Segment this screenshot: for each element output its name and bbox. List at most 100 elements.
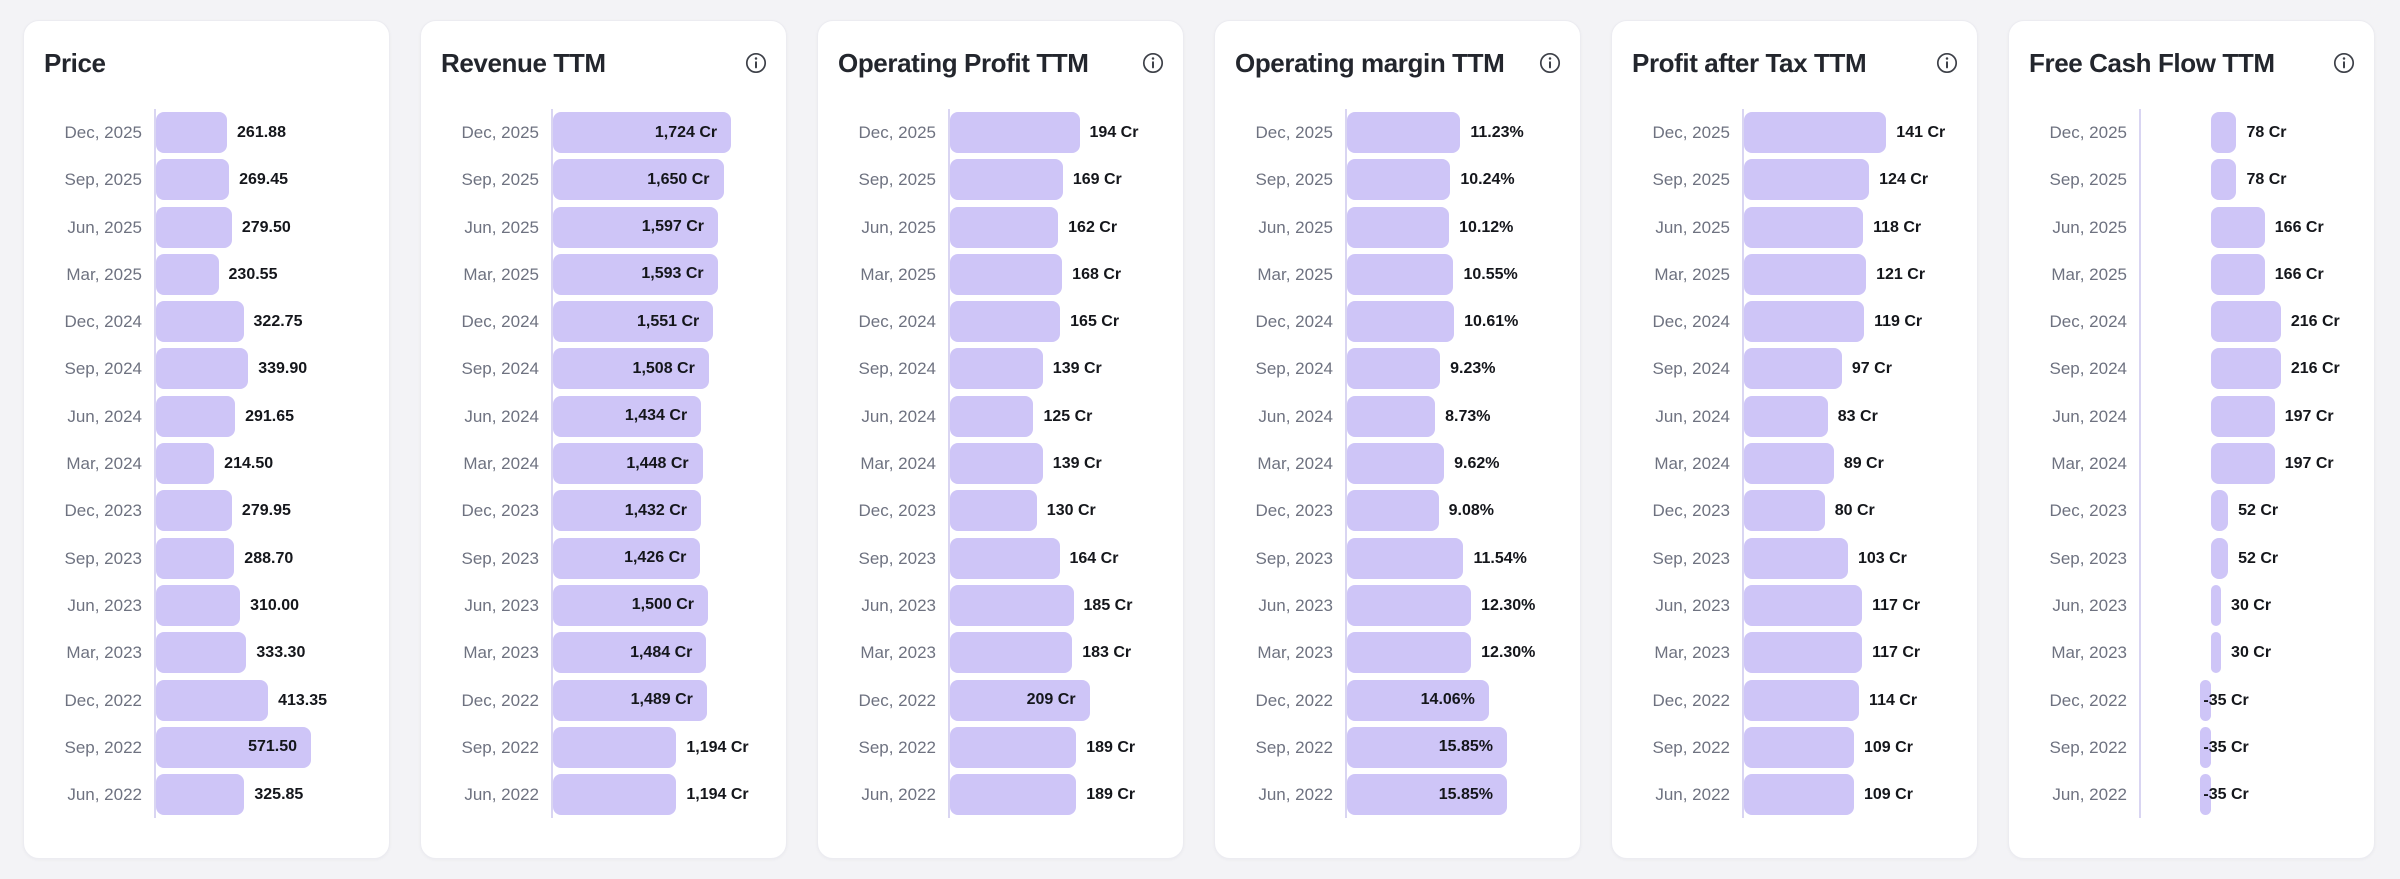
info-icon[interactable]: [1935, 51, 1959, 75]
bar[interactable]: 1,448 Cr: [553, 443, 703, 485]
bar[interactable]: [1744, 726, 1854, 768]
bar[interactable]: [1744, 253, 1867, 295]
bar[interactable]: [156, 112, 228, 153]
bar[interactable]: 14.06%: [1347, 679, 1489, 721]
bar[interactable]: [1347, 301, 1455, 343]
bar[interactable]: [950, 726, 1077, 768]
value-label: 52 Cr: [2238, 549, 2279, 567]
bar[interactable]: [156, 537, 235, 579]
bar[interactable]: [1347, 348, 1441, 390]
bar[interactable]: [1744, 301, 1865, 343]
bar[interactable]: [950, 537, 1060, 579]
bar[interactable]: 1,432 Cr: [553, 490, 701, 532]
date-label: Dec, 2023: [858, 501, 937, 521]
bar[interactable]: 15.85%: [1347, 774, 1507, 816]
bar[interactable]: [156, 632, 247, 674]
bar-chart-operating-margin-ttm: Dec, 2025 11.23% Sep, 2025 10.24% Jun, 2025 1…: [1235, 109, 1564, 819]
bar[interactable]: 1,597 Cr: [553, 206, 719, 248]
bar[interactable]: [156, 348, 249, 390]
bar[interactable]: [950, 395, 1034, 437]
bar[interactable]: [1744, 206, 1864, 248]
bar[interactable]: 1,500 Cr: [553, 584, 708, 626]
bar[interactable]: [2211, 537, 2229, 579]
bar[interactable]: [156, 584, 241, 626]
bar[interactable]: 1,724 Cr: [553, 112, 732, 153]
bar[interactable]: [156, 443, 215, 485]
bar[interactable]: [156, 206, 232, 248]
bar[interactable]: 1,593 Cr: [553, 253, 718, 295]
bar[interactable]: [2211, 584, 2222, 626]
bar[interactable]: [1347, 537, 1464, 579]
bar[interactable]: [156, 159, 230, 201]
bar[interactable]: [1347, 395, 1436, 437]
bar[interactable]: [2200, 679, 2212, 721]
bar[interactable]: [156, 774, 245, 816]
info-icon[interactable]: [2332, 51, 2356, 75]
bar[interactable]: [553, 774, 677, 816]
bar[interactable]: [950, 159, 1063, 201]
bar[interactable]: 1,434 Cr: [553, 395, 702, 437]
bar[interactable]: 1,551 Cr: [553, 301, 714, 343]
bar[interactable]: 15.85%: [1347, 726, 1507, 768]
bar[interactable]: 1,650 Cr: [553, 159, 724, 201]
bar[interactable]: [2211, 301, 2281, 343]
bar[interactable]: [2211, 348, 2281, 390]
bar[interactable]: [1744, 395, 1828, 437]
bar[interactable]: 209 Cr: [950, 679, 1090, 721]
bar[interactable]: [1347, 443, 1445, 485]
bar[interactable]: [950, 490, 1037, 532]
bar[interactable]: [2211, 112, 2237, 153]
bar[interactable]: [156, 679, 269, 721]
bar[interactable]: [1744, 443, 1834, 485]
bar[interactable]: [156, 395, 236, 437]
info-icon[interactable]: [744, 51, 768, 75]
bar-row: Jun, 2023 117 Cr: [1632, 581, 1961, 630]
bar[interactable]: [1744, 348, 1842, 390]
bar[interactable]: [950, 774, 1077, 816]
bar[interactable]: 1,484 Cr: [553, 632, 707, 674]
bar[interactable]: [2211, 490, 2229, 532]
bar[interactable]: [950, 348, 1043, 390]
bar[interactable]: [2211, 395, 2275, 437]
bar[interactable]: [1744, 490, 1825, 532]
bar[interactable]: [1744, 632, 1863, 674]
bar[interactable]: [2211, 159, 2237, 201]
bar[interactable]: [1744, 774, 1854, 816]
bar[interactable]: 1,508 Cr: [553, 348, 709, 390]
bar[interactable]: [1347, 253, 1454, 295]
bar[interactable]: [1347, 490, 1439, 532]
bar[interactable]: 571.50: [156, 726, 312, 768]
bar[interactable]: [2200, 774, 2212, 816]
bar[interactable]: [950, 253, 1063, 295]
bar[interactable]: [1744, 112, 1887, 153]
bar[interactable]: [1347, 159, 1451, 201]
bar[interactable]: [2211, 632, 2222, 674]
bar[interactable]: 1,489 Cr: [553, 679, 707, 721]
bar[interactable]: [1347, 206, 1450, 248]
info-icon[interactable]: [1141, 51, 1165, 75]
bar[interactable]: [1347, 584, 1472, 626]
bar[interactable]: [2211, 253, 2265, 295]
bar[interactable]: [950, 443, 1043, 485]
bar[interactable]: [1744, 159, 1870, 201]
bar[interactable]: [553, 726, 677, 768]
bar[interactable]: [950, 584, 1074, 626]
bar[interactable]: [950, 206, 1059, 248]
bar[interactable]: [156, 490, 232, 532]
bar[interactable]: [950, 112, 1080, 153]
info-icon[interactable]: [1538, 51, 1562, 75]
bar[interactable]: [950, 301, 1061, 343]
bar[interactable]: [156, 253, 219, 295]
bar[interactable]: [2200, 726, 2212, 768]
bar[interactable]: [1347, 112, 1461, 153]
bar[interactable]: [1347, 632, 1472, 674]
date-label: Sep, 2025: [461, 170, 539, 190]
bar[interactable]: [950, 632, 1073, 674]
bar[interactable]: [2211, 443, 2275, 485]
bar[interactable]: [156, 301, 244, 343]
bar[interactable]: [1744, 679, 1860, 721]
bar[interactable]: [1744, 584, 1863, 626]
bar[interactable]: 1,426 Cr: [553, 537, 701, 579]
bar[interactable]: [2211, 206, 2265, 248]
bar[interactable]: [1744, 537, 1848, 579]
